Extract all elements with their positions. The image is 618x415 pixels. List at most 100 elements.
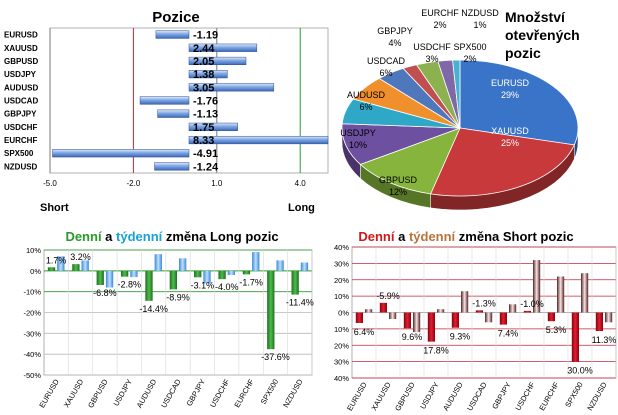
change-bar-daily <box>475 310 483 313</box>
change-bar-weekly <box>389 312 397 320</box>
change-category-label: NZDUSD <box>585 380 609 412</box>
change-value-label: 11.3% <box>592 335 617 345</box>
short-title-rest: změna Short pozic <box>455 229 573 244</box>
change-category-label: USDCHF <box>208 377 232 409</box>
change-bar-weekly <box>461 291 469 313</box>
open-positions-pie: Množství otevřených pozic EURUSD 29% XAUUS… <box>340 8 580 211</box>
change-category-label: EURCHF <box>232 377 256 409</box>
change-value-label: -5.9% <box>376 291 400 301</box>
positions-value-label: 2.44 <box>193 43 215 55</box>
short-title-and: a <box>394 229 408 244</box>
change-value-label: 17.8% <box>423 346 449 356</box>
pie-slice-pct: 3% <box>425 54 438 64</box>
change-value-label: 6.4% <box>354 327 375 337</box>
change-bar-weekly <box>179 258 187 271</box>
change-y-tick-label: -40% <box>23 350 41 359</box>
pie-slice <box>430 127 575 197</box>
positions-bar <box>188 122 238 131</box>
pie-slice-pct: 29% <box>501 90 519 100</box>
change-category-label: GBPJPY <box>185 378 208 408</box>
change-bar-daily <box>355 312 363 323</box>
change-bar-daily <box>403 312 411 329</box>
change-category-label: GBPUSD <box>86 377 110 409</box>
long-title-rest: změna Long pozic <box>162 229 278 244</box>
positions-value-label: 1.38 <box>193 69 214 81</box>
change-y-tick-label: 40% <box>334 243 349 252</box>
change-bar-weekly <box>276 260 284 271</box>
change-category-label: EURCHF <box>537 380 561 412</box>
change-value-label: 7.4% <box>498 329 519 339</box>
change-value-label: -3.1% <box>191 280 215 290</box>
change-y-tick-label: -20% <box>23 309 41 318</box>
change-value-label: -37.6% <box>261 352 290 362</box>
change-bar-weekly <box>203 270 211 284</box>
positions-category-label: SPX500 <box>4 149 34 158</box>
change-value-label: -8.9% <box>166 292 190 302</box>
change-bar-weekly <box>81 260 89 271</box>
change-y-tick-label: -10% <box>23 288 41 297</box>
change-bar-daily <box>547 312 555 322</box>
pie-slice-name: XAUUSD <box>491 126 529 136</box>
positions-x-tick-label: 1.0 <box>211 179 223 188</box>
change-value-label: 30.0% <box>567 366 593 376</box>
change-bar-daily <box>379 302 387 313</box>
change-bar-weekly <box>252 252 260 271</box>
pie-slice-name: AUDUSD <box>347 90 386 100</box>
change-bar-weekly <box>413 312 421 333</box>
change-value-label: -14.4% <box>139 304 168 314</box>
change-bar-weekly <box>365 309 373 313</box>
positions-bar <box>52 149 190 158</box>
change-category-label: GBPJPY <box>490 381 513 411</box>
change-bar-daily <box>96 270 104 285</box>
change-y-tick-label: 20% <box>334 341 349 350</box>
change-bar-daily <box>218 270 226 280</box>
positions-value-label: -1.19 <box>193 30 218 42</box>
change-bar-daily <box>291 270 299 295</box>
change-value-label: -1.0% <box>520 299 544 309</box>
long-title-weekly: týdenní <box>116 229 163 244</box>
change-category-label: SPX500 <box>563 381 585 409</box>
change-bar-daily <box>451 312 459 328</box>
positions-bar <box>155 30 190 39</box>
long-title-and: a <box>102 229 116 244</box>
change-bar-weekly <box>57 256 65 271</box>
pie-title-line-3: pozic <box>505 45 541 61</box>
pie-slice-pct: 6% <box>379 68 392 78</box>
positions-category-label: USDCHF <box>4 123 37 132</box>
positions-bar <box>157 109 190 118</box>
change-category-label: EURUSD <box>37 377 61 409</box>
change-y-tick-label: 0% <box>30 267 41 276</box>
change-category-label: NZDUSD <box>281 377 305 409</box>
positions-bar <box>188 83 275 92</box>
change-category-label: AUDUSD <box>135 377 159 409</box>
change-bar-daily <box>47 267 56 271</box>
change-category-label: SPX500 <box>259 378 281 406</box>
positions-value-label: 3.05 <box>193 82 214 94</box>
pie-slice-pct: 2% <box>433 20 446 30</box>
change-category-label: EURUSD <box>345 380 369 412</box>
change-value-label: 3.2% <box>70 252 91 262</box>
change-category-label: XAUUSD <box>369 380 393 412</box>
change-category-label: XAUUSD <box>62 377 86 409</box>
positions-value-label: -4.91 <box>193 148 218 160</box>
change-value-label: 9.3% <box>450 332 471 342</box>
positions-bar <box>188 56 247 66</box>
change-y-tick-label: 30% <box>334 259 349 268</box>
change-category-label: USDCAD <box>159 377 183 409</box>
change-category-label: USDJPY <box>418 381 441 411</box>
change-bar-daily <box>427 312 435 342</box>
pie-slice-name: NZDUSD <box>461 8 499 18</box>
positions-value-label: 1.75 <box>193 122 214 134</box>
pie-slice-pct: 12% <box>389 187 407 197</box>
positions-category-label: GBPJPY <box>4 110 37 119</box>
change-value-label: -2.8% <box>118 280 142 290</box>
change-y-tick-label: 20% <box>334 276 349 285</box>
change-bar-weekly <box>300 262 309 271</box>
pie-slice-name: USDCAD <box>367 56 406 66</box>
positions-title: Pozice <box>152 9 200 26</box>
change-y-tick-label: 10% <box>26 246 41 255</box>
pie-slice-pct: 4% <box>388 38 401 48</box>
change-bar-weekly <box>533 260 541 313</box>
change-y-tick-label: -30% <box>23 329 41 338</box>
pie-slice-name: EURUSD <box>491 78 530 88</box>
